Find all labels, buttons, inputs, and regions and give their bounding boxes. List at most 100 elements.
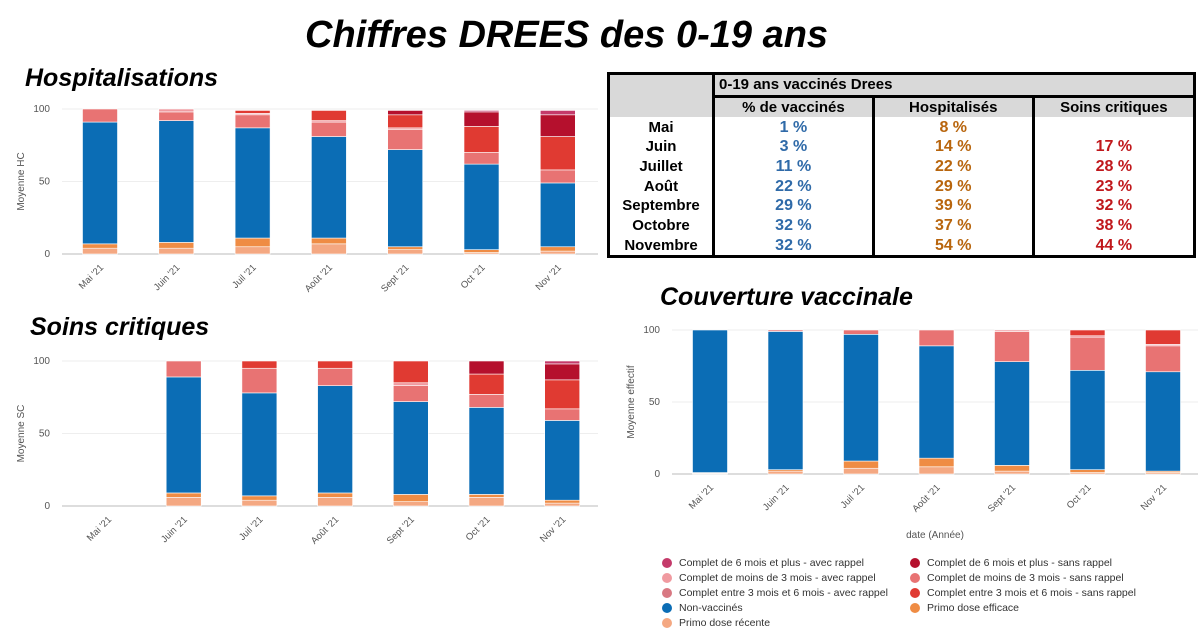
bar-segment-sans_rappel_lt3 bbox=[392, 385, 429, 402]
bar-segment-non_vaccines bbox=[767, 331, 804, 470]
bar-stack bbox=[241, 360, 278, 507]
legend-item: Non-vaccinés bbox=[662, 602, 743, 614]
bar-segment-sans_rappel_3_6 bbox=[544, 379, 581, 410]
bar-segment-rappel6 bbox=[463, 110, 500, 113]
bar-stack bbox=[539, 110, 576, 255]
bar-segment-rappel_lt3 bbox=[158, 108, 195, 113]
x-tick-label: Mai '21 bbox=[687, 482, 716, 511]
cell-vaccines: 22 % bbox=[713, 176, 875, 197]
cell-hospitalises: 54 % bbox=[873, 235, 1035, 255]
legend-label: Complet de moins de 3 mois - sans rappel bbox=[927, 572, 1124, 584]
bar-stack bbox=[463, 110, 500, 255]
bar-segment-sans_rappel6 bbox=[463, 111, 500, 127]
table-row: Août 22 % 29 % 23 % bbox=[610, 176, 1193, 197]
x-tick-label: Oct '21 bbox=[464, 514, 493, 543]
bar-segment-sans_rappel_3_6 bbox=[539, 136, 576, 171]
table-title: 0-19 ans vaccinés Drees bbox=[713, 75, 1193, 98]
y-tick-label: 50 bbox=[649, 397, 661, 408]
bar-segment-non_vaccines bbox=[317, 385, 353, 494]
bar-segment-non_vaccines bbox=[311, 136, 347, 239]
bar-segment-primo_efficace bbox=[82, 243, 118, 249]
bar-segment-sans_rappel_lt3 bbox=[165, 360, 202, 378]
bar-segment-primo_efficace bbox=[918, 457, 955, 468]
cell-vaccines: 1 % bbox=[713, 117, 875, 138]
cell-soins: 38 % bbox=[1095, 217, 1133, 235]
bar-segment-sans_rappel6 bbox=[539, 114, 576, 137]
bar-segment-sans_rappel_3_6 bbox=[241, 360, 278, 369]
bar-segment-primo_efficace bbox=[994, 465, 1030, 472]
x-tick-label: Août '21 bbox=[309, 514, 341, 546]
bar-segment-non_vaccines bbox=[165, 376, 202, 494]
legend-dot-icon bbox=[910, 573, 920, 583]
bar-segment-primo_efficace bbox=[468, 494, 505, 498]
y-tick-label: 100 bbox=[643, 325, 660, 336]
couverture-title: Couverture vaccinale bbox=[660, 283, 913, 311]
bar-stack bbox=[158, 108, 195, 255]
cell-vaccines: 3 % bbox=[713, 137, 875, 157]
legend-dot-icon bbox=[910, 603, 920, 613]
bar-segment-primo_recente bbox=[544, 502, 581, 507]
table-row: Juin 3 % 14 % 17 % bbox=[610, 137, 1193, 157]
bar-segment-non_vaccines bbox=[468, 407, 505, 495]
cell-month: Septembre bbox=[610, 196, 715, 216]
cell-hospitalises: 22 % bbox=[873, 156, 1035, 177]
cell-month: Juillet bbox=[610, 156, 715, 177]
bar-stack bbox=[311, 110, 347, 255]
y-tick-label: 0 bbox=[44, 249, 50, 260]
bar-segment-primo_recente bbox=[843, 467, 879, 475]
bar-segment-non_vaccines bbox=[994, 361, 1030, 466]
legend-label: Primo dose efficace bbox=[927, 602, 1020, 614]
cell-month: Juin bbox=[610, 137, 715, 157]
bar-segment-sans_rappel_3_6 bbox=[468, 373, 505, 395]
legend-dot-icon bbox=[910, 588, 920, 598]
bar-segment-primo_recente bbox=[387, 249, 424, 255]
bar-segment-sans_rappel_lt3 bbox=[387, 128, 424, 150]
bar-stack bbox=[994, 329, 1030, 475]
legend-label: Complet entre 3 mois et 6 mois - avec ra… bbox=[679, 587, 888, 599]
header-soins: Soins critiques bbox=[1033, 96, 1193, 118]
x-tick-label: Août '21 bbox=[910, 482, 942, 514]
bar-stack bbox=[767, 329, 804, 475]
bar-stack bbox=[392, 360, 429, 507]
bar-segment-primo_efficace bbox=[843, 460, 879, 469]
legend-label: Complet de 6 mois et plus - sans rappel bbox=[927, 557, 1113, 569]
legend-label: Complet de 6 mois et plus - avec rappel bbox=[679, 557, 865, 569]
bar-segment-primo_recente bbox=[158, 247, 195, 255]
x-tick-label: Juil '21 bbox=[839, 482, 867, 510]
y-tick-label: 0 bbox=[654, 469, 660, 480]
bar-segment-primo_efficace bbox=[1069, 469, 1106, 473]
bar-segment-sans_rappel_lt3 bbox=[843, 329, 879, 335]
bar-segment-primo_recente bbox=[241, 499, 278, 507]
hospitalisations-title: Hospitalisations bbox=[25, 64, 219, 92]
bar-segment-primo_efficace bbox=[158, 242, 195, 249]
bar-segment-rappel_lt3 bbox=[392, 382, 429, 386]
soins-critiques-title: Soins critiques bbox=[30, 313, 210, 341]
legend-item: Complet de 6 mois et plus - avec rappel bbox=[662, 557, 864, 569]
bar-stack bbox=[843, 329, 879, 475]
bar-stack bbox=[234, 110, 271, 255]
x-tick-label: Juil '21 bbox=[237, 514, 265, 542]
bar-segment-primo_efficace bbox=[234, 237, 271, 248]
x-tick-label: Juin '21 bbox=[159, 514, 190, 545]
bar-segment-primo_recente bbox=[234, 246, 271, 255]
bar-segment-non_vaccines bbox=[843, 334, 879, 462]
bar-segment-non_vaccines bbox=[234, 127, 271, 239]
legend-dot-icon bbox=[662, 573, 672, 583]
bar-segment-non_vaccines bbox=[158, 120, 195, 243]
header-hospitalises: Hospitalisés bbox=[873, 96, 1035, 118]
bar-segment-rappel6 bbox=[544, 360, 581, 365]
bar-segment-sans_rappel_lt3 bbox=[82, 108, 118, 123]
x-tick-label: Nov '21 bbox=[1139, 482, 1169, 512]
x-tick-label: Nov '21 bbox=[534, 262, 564, 292]
x-tick-label: Sept '21 bbox=[385, 514, 417, 546]
table-row: Novembre 32 % 54 % 44 % bbox=[610, 235, 1193, 255]
bar-segment-primo_recente bbox=[165, 497, 202, 507]
bar-segment-sans_rappel_lt3 bbox=[468, 394, 505, 408]
cell-vaccines: 32 % bbox=[713, 215, 875, 236]
bar-segment-non_vaccines bbox=[463, 163, 500, 250]
bar-stack bbox=[1145, 329, 1181, 475]
bar-segment-sans_rappel_lt3 bbox=[317, 367, 353, 386]
table-header-row: % de vaccinés Hospitalisés Soins critiqu… bbox=[610, 96, 1193, 118]
bar-segment-primo_recente bbox=[82, 247, 118, 255]
legend-item: Primo dose efficace bbox=[910, 602, 1019, 614]
